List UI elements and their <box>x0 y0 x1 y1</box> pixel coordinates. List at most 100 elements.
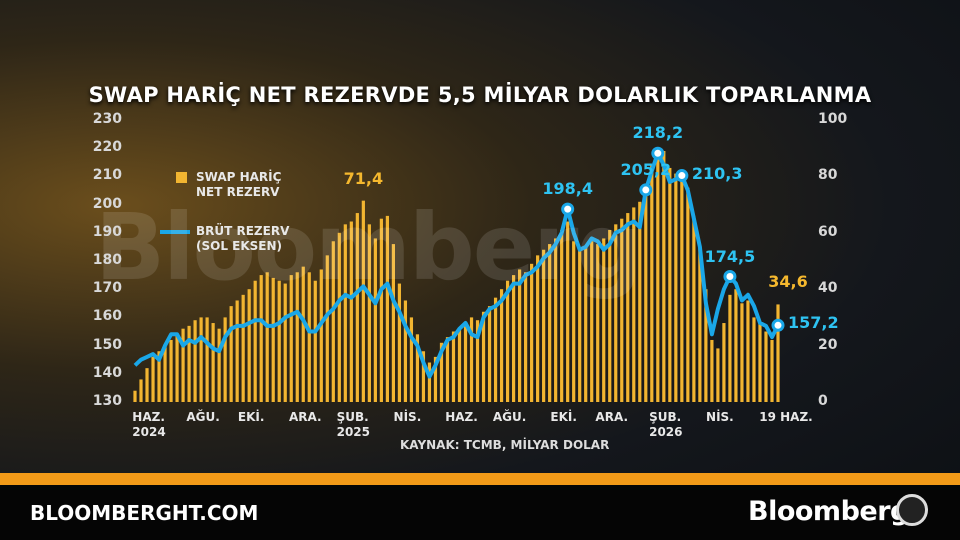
y-tick-label: 220 <box>92 139 122 156</box>
y-tick-label: 170 <box>92 280 122 297</box>
x-tick-label: ARA. <box>288 410 322 424</box>
y2-tick-label: 0 <box>818 393 828 409</box>
bar <box>175 334 179 402</box>
legend-swatch <box>176 172 187 183</box>
bar <box>493 297 498 402</box>
data-label: 205,2 <box>620 159 672 179</box>
y-tick-label: 130 <box>92 393 122 409</box>
y-tick-label: 190 <box>92 223 122 240</box>
bar <box>421 351 426 402</box>
bar <box>457 328 462 402</box>
bar <box>283 283 287 402</box>
x-tick-label: 19 HAZ. <box>759 410 813 424</box>
y-tick-label: 140 <box>92 364 122 381</box>
y-tick-label: 150 <box>92 336 122 353</box>
bar <box>487 306 492 402</box>
bar <box>295 272 299 402</box>
line <box>133 151 780 379</box>
bar <box>331 241 335 402</box>
bar <box>746 300 750 402</box>
bar <box>247 289 251 402</box>
bar <box>752 317 756 402</box>
bar <box>325 255 329 402</box>
bar <box>524 272 528 402</box>
bar <box>373 238 377 402</box>
bar <box>530 263 534 402</box>
bar <box>253 280 257 402</box>
bar <box>193 320 197 402</box>
bar <box>223 317 227 402</box>
bar <box>560 229 564 402</box>
point-marker <box>639 183 653 197</box>
x-tick-label: HAZ. <box>445 410 478 424</box>
bar <box>499 289 504 402</box>
bar <box>662 151 666 402</box>
bar <box>271 277 275 402</box>
x-tick-label: NİS. <box>393 410 422 424</box>
x-tick-label: AĞU. <box>492 410 527 424</box>
bar <box>740 303 744 402</box>
chart-title: SWAP HARİÇ NET REZERVDE 5,5 MİLYAR DOLAR… <box>88 83 872 107</box>
bar <box>632 207 636 402</box>
bar <box>259 275 263 402</box>
bar <box>614 224 618 402</box>
bar <box>481 311 486 402</box>
legend-label: SWAP HARİÇ NET REZERV <box>196 170 282 199</box>
bar <box>265 272 269 402</box>
bar <box>572 241 576 402</box>
bar <box>674 173 678 402</box>
bar <box>319 269 323 402</box>
bar <box>409 317 414 402</box>
bar <box>157 351 161 402</box>
bar <box>704 289 708 402</box>
bar <box>391 244 396 402</box>
x-tick-label: EKİ. <box>550 410 577 424</box>
bar <box>608 229 612 402</box>
bar <box>397 283 402 402</box>
bar <box>205 317 209 402</box>
bar <box>367 224 371 402</box>
bar <box>217 328 221 402</box>
y-tick-label: 230 <box>92 111 122 127</box>
bar <box>698 246 702 402</box>
bar <box>163 345 167 402</box>
bar <box>133 390 137 402</box>
bar <box>235 300 239 402</box>
bar <box>475 320 480 402</box>
bar <box>463 323 468 402</box>
bar <box>710 339 714 402</box>
bar <box>169 339 173 402</box>
bar <box>229 306 233 402</box>
x-tick-label: NİS. <box>706 410 734 424</box>
x-tick-label: ARA. <box>595 410 629 424</box>
bar <box>638 201 642 402</box>
point-marker <box>675 169 689 183</box>
bar <box>656 153 660 402</box>
bar <box>349 221 353 402</box>
bar <box>728 294 732 402</box>
site-name: BLOOMBERGHT.COM <box>30 501 259 525</box>
bar <box>187 325 191 402</box>
bar <box>590 241 594 402</box>
brand-logo <box>896 494 928 526</box>
bar <box>145 368 149 402</box>
footer <box>0 485 960 540</box>
bar <box>692 215 696 402</box>
y-tick-label: 160 <box>92 308 122 325</box>
bar <box>517 269 522 402</box>
data-label: 174,5 <box>704 246 756 266</box>
y-tick-label: 200 <box>92 195 122 212</box>
bar <box>578 249 582 402</box>
bar <box>602 238 606 402</box>
x-tick-label: ŞUB. 2025 <box>336 410 371 439</box>
bar <box>439 342 444 402</box>
bar <box>548 244 552 402</box>
bar <box>241 294 245 402</box>
bar <box>716 348 720 402</box>
bar <box>584 246 588 402</box>
bar <box>307 272 311 402</box>
bar <box>554 238 558 402</box>
bar <box>650 165 654 402</box>
bar <box>668 167 672 402</box>
